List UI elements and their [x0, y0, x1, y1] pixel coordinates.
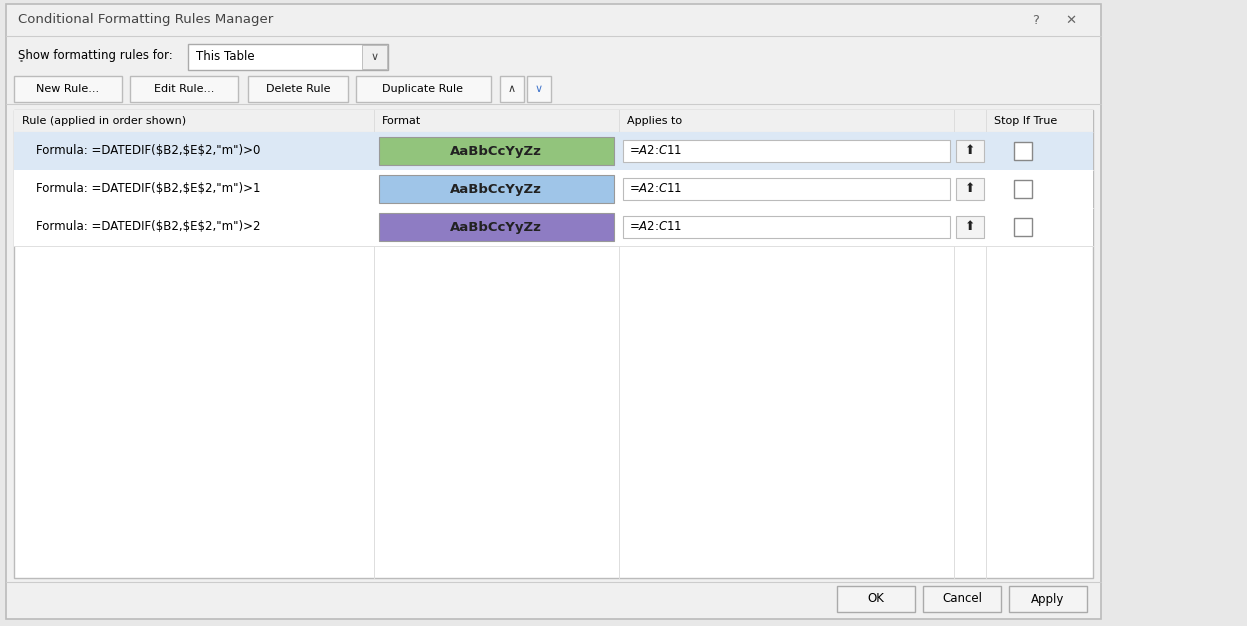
Text: Applies to: Applies to: [627, 116, 682, 126]
Text: ⬆: ⬆: [965, 220, 975, 233]
Bar: [956, 178, 984, 200]
Bar: [14, 76, 122, 102]
Text: ⬆: ⬆: [965, 183, 975, 195]
Bar: [188, 44, 388, 70]
Text: ∧: ∧: [508, 84, 516, 94]
Bar: [14, 110, 1094, 132]
Bar: [624, 178, 950, 200]
Text: Conditional Formatting Rules Manager: Conditional Formatting Rules Manager: [17, 14, 273, 26]
Bar: [14, 110, 1094, 578]
Text: Cancel: Cancel: [941, 592, 981, 605]
Bar: [379, 213, 614, 241]
Text: OK: OK: [868, 592, 884, 605]
Text: =$A$2:$C$11: =$A$2:$C$11: [628, 183, 682, 195]
Bar: [379, 175, 614, 203]
Text: New Rule...: New Rule...: [36, 84, 100, 94]
Text: Formula: =DATEDIF($B2,$E$2,"m")>1: Formula: =DATEDIF($B2,$E$2,"m")>1: [36, 183, 261, 195]
Bar: [837, 586, 915, 612]
Text: ⬆: ⬆: [965, 145, 975, 158]
Bar: [355, 76, 491, 102]
Text: ?: ?: [1033, 14, 1040, 26]
Bar: [248, 76, 348, 102]
Bar: [624, 216, 950, 238]
Bar: [527, 76, 551, 102]
Text: =$A$2:$C$11: =$A$2:$C$11: [628, 145, 682, 158]
Text: ✕: ✕: [1065, 14, 1076, 26]
Bar: [956, 216, 984, 238]
Text: Formula: =DATEDIF($B2,$E$2,"m")>0: Formula: =DATEDIF($B2,$E$2,"m")>0: [36, 145, 261, 158]
Bar: [1009, 586, 1087, 612]
Text: Duplicate Rule: Duplicate Rule: [383, 84, 464, 94]
Bar: [1014, 180, 1033, 198]
Text: =$A$2:$C$11: =$A$2:$C$11: [628, 220, 682, 233]
Bar: [379, 137, 614, 165]
Bar: [1014, 218, 1033, 236]
Text: Delete Rule: Delete Rule: [266, 84, 330, 94]
Text: ∨: ∨: [370, 52, 379, 62]
Bar: [6, 4, 1101, 619]
Text: Edit Rule...: Edit Rule...: [153, 84, 214, 94]
Bar: [1014, 142, 1033, 160]
Text: AaBbCcYyZz: AaBbCcYyZz: [450, 183, 542, 195]
Text: ∨: ∨: [535, 84, 542, 94]
Bar: [624, 140, 950, 162]
Text: Apply: Apply: [1031, 592, 1065, 605]
Text: AaBbCcYyZz: AaBbCcYyZz: [450, 220, 542, 233]
Text: Stop If True: Stop If True: [994, 116, 1057, 126]
Bar: [14, 208, 1094, 246]
Bar: [130, 76, 238, 102]
Bar: [14, 170, 1094, 208]
Bar: [923, 586, 1001, 612]
Text: Formula: =DATEDIF($B2,$E$2,"m")>2: Formula: =DATEDIF($B2,$E$2,"m")>2: [36, 220, 261, 233]
Bar: [362, 45, 387, 69]
Text: AaBbCcYyZz: AaBbCcYyZz: [450, 145, 542, 158]
Bar: [14, 132, 1094, 170]
Text: Show formatting rules for:: Show formatting rules for:: [17, 49, 173, 63]
Bar: [500, 76, 524, 102]
Text: Rule (applied in order shown): Rule (applied in order shown): [22, 116, 186, 126]
Bar: [956, 140, 984, 162]
Text: Format: Format: [382, 116, 421, 126]
Text: This Table: This Table: [196, 51, 254, 63]
